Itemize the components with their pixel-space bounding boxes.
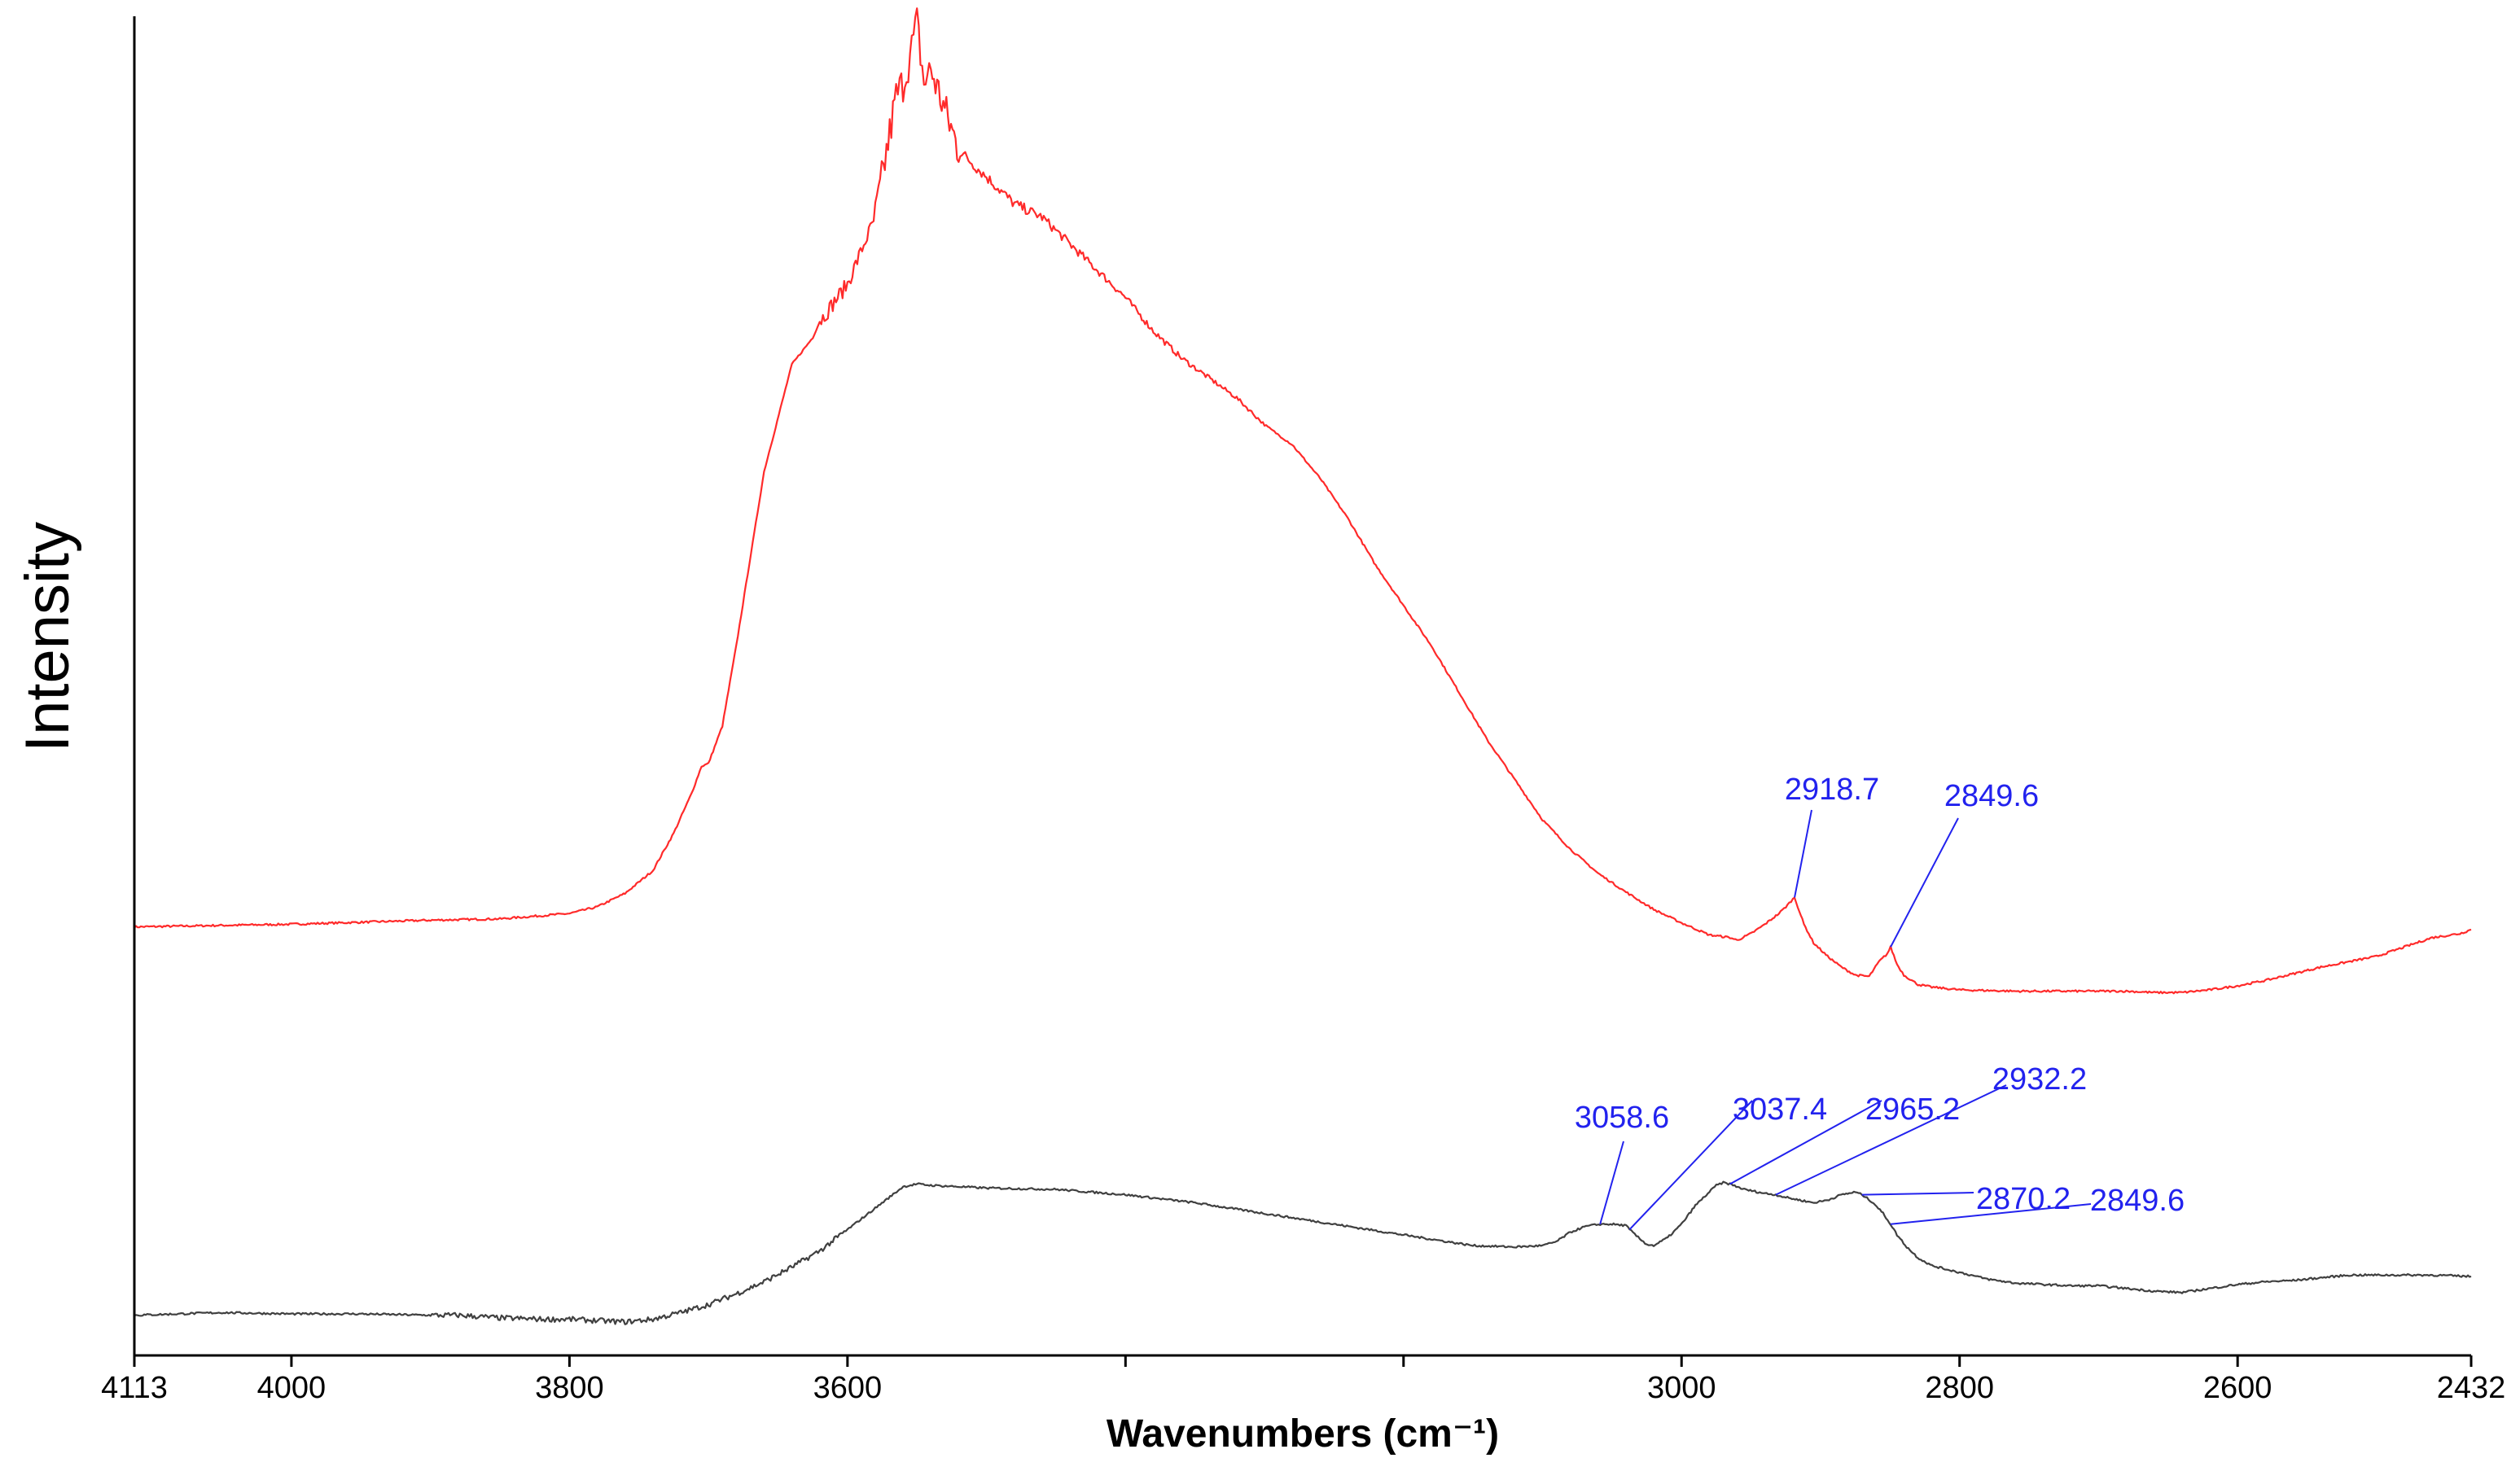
peak-label: 2932.2 [1992, 1062, 2087, 1097]
peak-label: 3037.4 [1733, 1092, 1827, 1127]
peak-leader-line [1861, 1192, 1974, 1196]
series-line-lower [134, 1180, 2472, 1325]
x-tick-label: 3600 [813, 1371, 883, 1405]
y-axis-label: Intensity [13, 522, 82, 752]
peak-leader-line [1890, 817, 1959, 948]
x-tick-label: 3000 [1647, 1371, 1716, 1405]
x-tick-label: 4113 [101, 1371, 168, 1405]
x-tick-label: 2600 [2203, 1371, 2272, 1405]
x-tick-label: 3800 [535, 1371, 604, 1405]
peak-leader-line [1729, 1100, 1882, 1185]
peak-leader-line [1628, 1100, 1753, 1231]
peak-leader-line [1794, 809, 1812, 898]
peak-label: 2849.6 [2090, 1184, 2185, 1218]
peak-label: 2918.7 [1785, 773, 1879, 807]
peak-leader-line [1775, 1084, 2007, 1196]
x-axis-ticks: 4113 4000 3800 3600 3000 2800 2600 2432 [101, 1355, 2505, 1405]
x-tick-label: 4000 [257, 1371, 327, 1405]
x-tick-label: 2800 [1925, 1371, 1994, 1405]
x-tick-label: 2432 [2437, 1371, 2506, 1405]
series-line-upper [134, 7, 2472, 995]
peak-label: 2849.6 [1944, 779, 2039, 813]
peak-leader-line [1890, 1203, 2092, 1225]
peak-label: 2965.2 [1865, 1092, 1960, 1127]
series-layer [134, 7, 2472, 1325]
peak-label: 3058.6 [1575, 1101, 1669, 1135]
peak-leader-line [1599, 1141, 1624, 1225]
x-axis-label: Wavenumbers (cm⁻¹) [1107, 1412, 1499, 1456]
